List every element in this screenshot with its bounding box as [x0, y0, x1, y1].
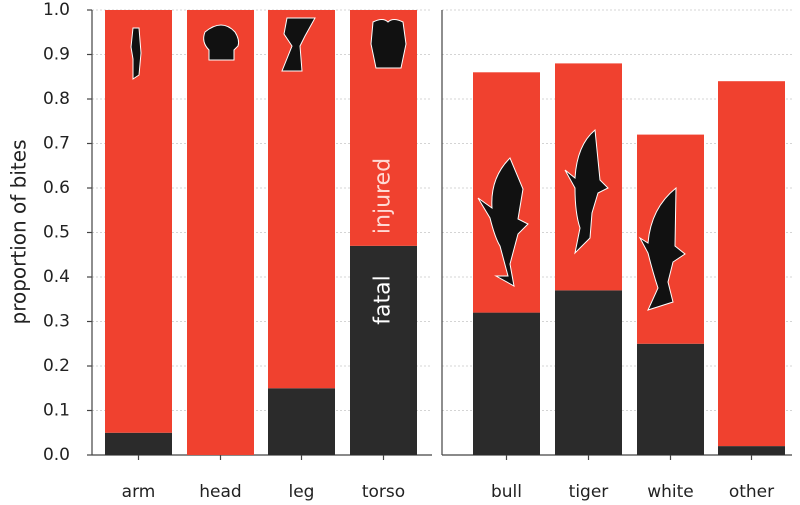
series-label: fatal: [371, 275, 396, 324]
x-tick-label: other: [729, 482, 774, 502]
y-tick-label: 0.9: [43, 45, 70, 65]
x-tick-label: leg: [289, 482, 315, 502]
bar-segment: [187, 10, 254, 455]
y-tick-label: 1.0: [43, 0, 70, 20]
bar-segment: [105, 432, 172, 455]
y-tick-label: 0.4: [43, 267, 70, 287]
y-tick-label: 0.8: [43, 89, 70, 109]
bull-icon: [477, 157, 529, 287]
bar-segment: [718, 81, 785, 447]
y-tick-label: 0.7: [43, 134, 70, 154]
bar-segment: [637, 343, 704, 455]
x-tick-label: head: [199, 482, 241, 502]
bar-segment: [350, 245, 417, 455]
x-tick-label: bull: [491, 482, 522, 502]
y-tick-label: 0.5: [43, 223, 70, 243]
bar-segment: [268, 10, 335, 389]
torso-icon: [370, 19, 407, 69]
head-icon: [203, 24, 240, 61]
silhouettes: [130, 17, 686, 311]
y-tick-label: 0.6: [43, 178, 70, 198]
leg-icon: [281, 17, 316, 72]
x-tick-label: torso: [362, 482, 405, 502]
y-tick-label: 0.0: [43, 445, 70, 465]
y-tick-label: 0.3: [43, 312, 70, 332]
x-tick-label: white: [647, 482, 694, 502]
bar-segment: [473, 312, 540, 455]
tiger-icon: [564, 129, 609, 255]
white-icon: [638, 186, 686, 311]
bar-segment: [268, 388, 335, 455]
y-tick-label: 0.2: [43, 356, 70, 376]
bar-segment: [555, 290, 622, 455]
series-label: injured: [371, 158, 396, 234]
x-tick-label: arm: [122, 482, 156, 502]
y-tick-label: 0.1: [43, 401, 70, 421]
y-axis-label: proportion of bites: [7, 140, 31, 325]
bar-segment: [718, 446, 785, 455]
x-tick-label: tiger: [569, 482, 609, 502]
bar-segment: [105, 10, 172, 433]
arm-icon: [130, 27, 142, 80]
